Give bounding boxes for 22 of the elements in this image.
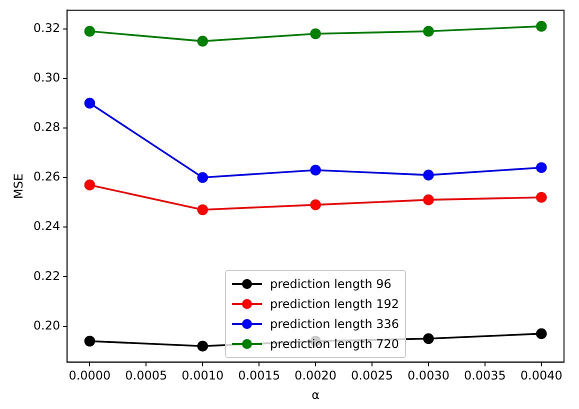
x-tick-label: 0.0000 [68, 368, 111, 383]
y-axis-title: MSE [11, 173, 26, 199]
legend-label: prediction length 96 [270, 277, 392, 292]
x-tick-label: 0.0005 [125, 368, 168, 383]
y-tick-label: 0.24 [33, 219, 60, 234]
x-axis-title: α [312, 388, 320, 402]
x-tick-label: 0.0010 [182, 368, 224, 383]
y-tick-label: 0.28 [33, 120, 60, 134]
y-tick-label: 0.20 [33, 318, 60, 332]
x-tick-label: 0.0030 [407, 368, 450, 383]
y-tick-label: 0.26 [33, 170, 60, 184]
legend-label: prediction length 192 [270, 297, 400, 312]
y-tick-label: 0.22 [33, 268, 60, 283]
x-tick-label: 0.0015 [238, 368, 280, 383]
legend-label: prediction length 336 [270, 317, 400, 332]
x-tick-label: 0.0035 [464, 368, 506, 383]
x-tick-label: 0.0025 [351, 368, 394, 383]
y-tick-label: 0.32 [33, 20, 60, 35]
x-tick-label: 0.0020 [294, 368, 337, 383]
y-tick-label: 0.30 [33, 70, 60, 84]
x-tick-label: 0.0040 [520, 368, 562, 383]
legend-label: prediction length 720 [270, 337, 400, 352]
